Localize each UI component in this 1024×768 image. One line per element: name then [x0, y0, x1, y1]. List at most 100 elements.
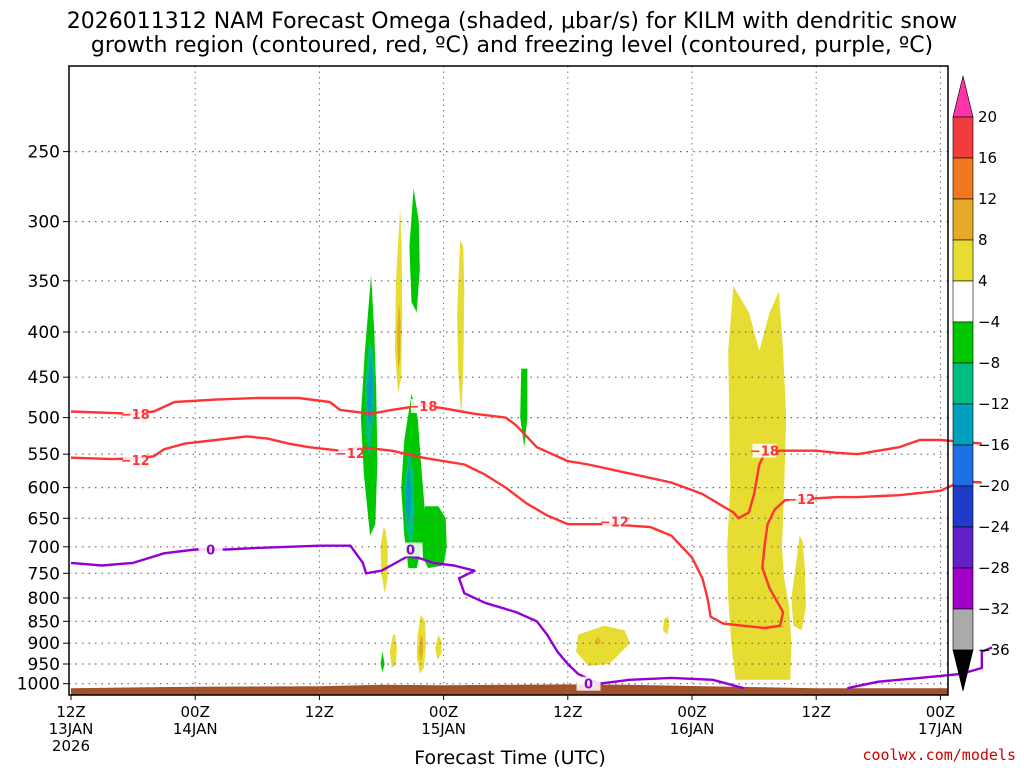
credit-link[interactable]: coolwx.com/models: [862, 746, 1016, 764]
colorbar-label-11: −28: [978, 559, 1010, 577]
colorbar-segment-11: [952, 526, 974, 569]
colorbar-label-8: −16: [978, 436, 1010, 454]
colorbar-label-6: −8: [978, 354, 1000, 372]
contour-label-dgz-minus12-1: −12: [336, 447, 365, 462]
colorbar-label-12: −32: [978, 600, 1010, 618]
x-tick-label-36-2: 15JAN: [421, 720, 466, 738]
contour-label-dgz-minus18-2: −18: [750, 445, 779, 460]
chart-title-line-2: growth region (contoured, red, ºC) and f…: [91, 33, 933, 58]
chart-title-line-1: 2026011312 NAM Forecast Omega (shaded, μ…: [67, 9, 957, 34]
grid-layer: [69, 66, 948, 695]
colorbar-segment-12: [952, 567, 974, 610]
contour-layer: −18 −18 −18 −12 −12 −12 −12 0 0 0: [70, 396, 993, 693]
contour-label-bg-freezing-0-1: [398, 542, 423, 557]
y-tick-label-550: 550: [28, 445, 60, 465]
contour-label-bg-dgz-minus18-1: [410, 399, 435, 413]
contour-label-dgz-minus12-2: −12: [600, 515, 629, 530]
plot-frame: [68, 65, 949, 696]
y-tick-label-450: 450: [28, 368, 60, 388]
y-tick-label-1000: 1000: [17, 675, 60, 695]
contour-label-bg-dgz-minus12-3: [788, 492, 813, 506]
colorbar-segment-9: [952, 444, 974, 487]
omega-region-yellow-j: [791, 535, 806, 631]
colorbar-cap-bottom: [952, 649, 974, 692]
x-tick-label-12-1: 00Z: [181, 703, 210, 721]
contour-label-dgz-minus18-0: −18: [121, 408, 150, 423]
colorbar-segment-4: [952, 239, 974, 282]
colorbar-segment-5: [952, 280, 974, 323]
y-tick-label-800: 800: [28, 589, 60, 609]
ground-layer: [71, 684, 982, 695]
omega-region-green-e: [520, 368, 528, 448]
omega-region-yellow-d: [389, 634, 397, 668]
colorbar-label-2: 12: [978, 190, 997, 208]
contour-dgz-minus18: [70, 396, 982, 520]
colorbar-label-4: 4: [978, 272, 988, 290]
colorbar-cap-top: [952, 75, 974, 118]
y-tick-label-950: 950: [28, 655, 60, 675]
x-tick-label-60-1: 00Z: [677, 703, 706, 721]
y-tick-label-900: 900: [28, 634, 60, 654]
omega-region-cyan-c: [405, 467, 412, 525]
omega-region-yellow-f: [435, 634, 442, 660]
omega-region-yellow-h: [663, 616, 670, 635]
x-tick-label-84-1: 00Z: [926, 703, 955, 721]
contour-label-bg-dgz-minus12-0: [123, 452, 148, 467]
colorbar-segment-13: [952, 608, 974, 651]
colorbar-segment-6: [952, 321, 974, 364]
y-tick-label-650: 650: [28, 509, 60, 529]
colorbar-segment-1: [952, 116, 974, 159]
x-tick-label-0-3: 2026: [52, 737, 90, 755]
contour-label-freezing-0-1: 0: [406, 544, 415, 559]
contour-label-dgz-minus12-0: −12: [121, 454, 150, 469]
colorbar-segment-7: [952, 362, 974, 405]
y-tick-label-350: 350: [28, 272, 60, 292]
omega-region-cyan-a: [367, 359, 374, 426]
contour-label-bg-dgz-minus12-2: [602, 514, 627, 529]
x-tick-label-36-1: 00Z: [429, 703, 458, 721]
colorbar-label-3: 8: [978, 231, 988, 249]
x-tick-label-72-1: 12Z: [802, 703, 831, 721]
omega-region-green-d: [421, 506, 447, 569]
y-tick-label-400: 400: [28, 323, 60, 343]
x-tick-label-84-2: 17JAN: [918, 720, 963, 738]
contour-label-freezing-0-2: 0: [584, 678, 593, 693]
y-tick-label-500: 500: [28, 409, 60, 429]
contour-label-dgz-minus12-3: −12: [786, 493, 815, 508]
colorbar-segment-10: [952, 485, 974, 528]
contour-freezing-0: [70, 544, 745, 690]
omega-region-yellow-i: [727, 286, 792, 680]
colorbar-segment-2: [952, 157, 974, 200]
colorbar-label-9: −20: [978, 477, 1010, 495]
contour-label-bg-freezing-0-2: [576, 676, 601, 691]
contour-dgz-minus12: [70, 435, 982, 630]
omega-region-orange-a: [397, 302, 401, 369]
colorbar-segment-8: [952, 403, 974, 446]
omega-shading-layer: [360, 188, 806, 680]
x-tick-label-48-1: 12Z: [553, 703, 582, 721]
omega-region-yellow-b: [457, 240, 465, 418]
colorbar-label-0: 20: [978, 108, 997, 126]
omega-region-yellow-c: [380, 527, 388, 594]
colorbar-segment-3: [952, 198, 974, 241]
contour-label-bg-dgz-minus12-1: [338, 445, 363, 460]
x-axis-label: Forecast Time (UTC): [414, 747, 605, 768]
omega-region-orange-e: [418, 634, 423, 662]
y-tick-label-600: 600: [28, 479, 60, 499]
colorbar-label-5: −4: [978, 313, 1000, 331]
x-tick-label-60-2: 16JAN: [670, 720, 715, 738]
pressure-axis: 2503003504004505005506006507007508008509…: [17, 143, 69, 695]
omega-region-green-b: [409, 188, 420, 313]
contour-label-dgz-minus18-1: −18: [408, 400, 437, 415]
x-tick-label-24-1: 12Z: [305, 703, 334, 721]
colorbar-label-1: 16: [978, 149, 997, 167]
omega-region-yellow-g: [576, 625, 630, 666]
y-tick-label-700: 700: [28, 538, 60, 558]
y-tick-label-850: 850: [28, 612, 60, 632]
colorbar-label-10: −24: [978, 518, 1010, 536]
colorbar-label-7: −12: [978, 395, 1010, 413]
ground-surface: [71, 684, 982, 695]
contour-label-bg-dgz-minus18-0: [123, 406, 148, 421]
